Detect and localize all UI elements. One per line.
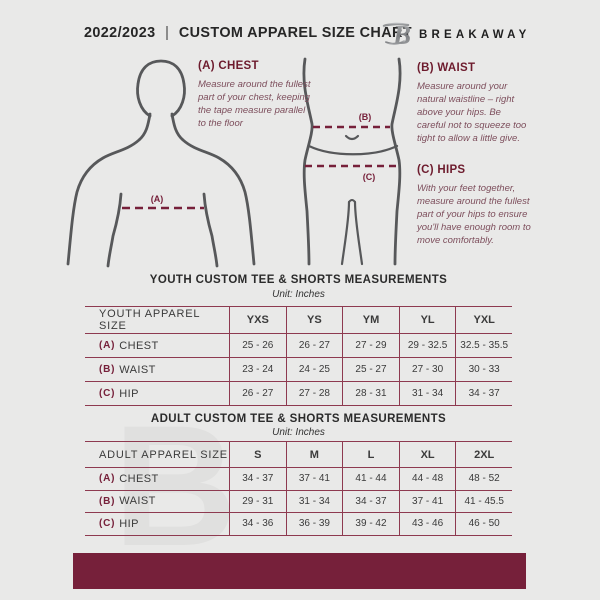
row-name: CHEST <box>119 339 159 352</box>
youth-size-table: YOUTH APPAREL SIZE YXS YS YM YL YXL (A) … <box>85 306 512 406</box>
adult-chest-row: (A) CHEST 34 - 37 37 - 41 41 - 44 44 - 4… <box>85 467 512 490</box>
breakaway-logo-icon: B <box>382 20 411 50</box>
row-prefix: (B) <box>99 495 116 507</box>
chest-heading: (A) CHEST <box>198 60 259 72</box>
table-cell: 37 - 41 <box>285 468 343 490</box>
size-header-yl: YL <box>398 307 456 333</box>
row-prefix: (C) <box>99 518 116 530</box>
table-cell: 36 - 39 <box>285 513 343 535</box>
hips-instructions: With your feet together, measure around … <box>417 183 531 247</box>
table-cell: 37 - 41 <box>398 490 456 512</box>
table-cell: 27 - 28 <box>285 382 343 405</box>
size-header-yxs: YXS <box>229 307 286 333</box>
row-name: WAIST <box>119 363 156 376</box>
row-label: (C) HIP <box>85 513 229 535</box>
adult-table-header-row: ADULT APPAREL SIZE S M L XL 2XL <box>85 441 512 467</box>
waist-hips-figure-illustration: (B) (C) <box>302 57 402 266</box>
size-header-xl: XL <box>398 442 456 467</box>
chest-note: (A) CHEST Measure around the fullest par… <box>198 60 312 130</box>
footer-accent-bar <box>73 553 526 589</box>
size-header-ys: YS <box>285 307 343 333</box>
hips-heading: (C) HIPS <box>417 164 466 176</box>
row-prefix: (A) <box>99 340 116 351</box>
table-cell: 24 - 25 <box>285 358 343 381</box>
table-cell: 30 - 33 <box>455 358 512 381</box>
table-cell: 44 - 48 <box>398 468 456 490</box>
youth-table-header-row: YOUTH APPAREL SIZE YXS YS YM YL YXL <box>85 306 512 333</box>
row-label: (A) CHEST <box>85 468 229 490</box>
hips-note: (C) HIPS With your feet together, measur… <box>417 164 537 248</box>
title-divider: | <box>165 24 170 41</box>
row-name: CHEST <box>119 472 159 485</box>
table-cell: 29 - 32.5 <box>398 334 456 357</box>
waist-heading: (B) WAIST <box>417 62 476 74</box>
row-label: (A) CHEST <box>85 334 229 357</box>
table-cell: 34 - 36 <box>229 513 286 535</box>
chest-instructions: Measure around the fullest part of your … <box>198 79 311 130</box>
table-cell: 29 - 31 <box>229 490 286 512</box>
marker-c-label: (C) <box>363 172 376 182</box>
size-header-m: M <box>285 442 343 467</box>
youth-chest-row: (A) CHEST 25 - 26 26 - 27 27 - 29 29 - 3… <box>85 333 512 357</box>
table-cell: 43 - 46 <box>398 513 456 535</box>
table-cell: 34 - 37 <box>342 490 399 512</box>
season-label: 2022/2023 <box>84 24 156 41</box>
adult-size-table: ADULT APPAREL SIZE S M L XL 2XL (A) CHES… <box>85 441 512 536</box>
logo-letter: B <box>392 20 411 50</box>
youth-section-title: YOUTH CUSTOM TEE & SHORTS MEASUREMENTS <box>149 274 448 286</box>
youth-size-column-header: YOUTH APPAREL SIZE <box>99 308 200 332</box>
brand-name: BREAKAWAY <box>419 29 531 41</box>
table-cell: 27 - 29 <box>342 334 399 357</box>
row-prefix: (A) <box>99 473 116 485</box>
waist-note: (B) WAIST Measure around your natural wa… <box>417 62 531 146</box>
size-header-l: L <box>342 442 399 467</box>
row-label: (B) WAIST <box>85 358 229 381</box>
table-cell: 48 - 52 <box>455 468 512 490</box>
table-cell: 28 - 31 <box>342 382 399 405</box>
chest-figure-illustration: (A) <box>66 59 256 268</box>
row-label: (C) HIP <box>85 382 229 405</box>
row-prefix: (C) <box>99 388 116 399</box>
row-name: HIP <box>119 387 139 400</box>
table-cell: 34 - 37 <box>229 468 286 490</box>
row-prefix: (B) <box>99 364 116 375</box>
size-header-s: S <box>229 442 286 467</box>
marker-b-label: (B) <box>359 112 372 122</box>
table-cell: 39 - 42 <box>342 513 399 535</box>
table-cell: 34 - 37 <box>455 382 512 405</box>
size-header-ym: YM <box>342 307 399 333</box>
masthead-title: 2022/2023 | CUSTOM APPAREL SIZE CHART <box>84 24 412 41</box>
adult-size-column-header: ADULT APPAREL SIZE <box>99 448 228 461</box>
row-label: (B) WAIST <box>85 491 229 513</box>
size-header-yxl: YXL <box>455 307 512 333</box>
row-name: WAIST <box>119 495 156 508</box>
table-cell: 23 - 24 <box>229 358 286 381</box>
adult-waist-row: (B) WAIST 29 - 31 31 - 34 34 - 37 37 - 4… <box>85 489 512 513</box>
table-cell: 27 - 30 <box>398 358 456 381</box>
table-cell: 25 - 27 <box>342 358 399 381</box>
background-watermark-letter: B <box>113 390 238 582</box>
table-cell: 25 - 26 <box>229 334 286 357</box>
table-cell: 26 - 27 <box>285 334 343 357</box>
youth-waist-row: (B) WAIST 23 - 24 24 - 25 25 - 27 27 - 3… <box>85 357 512 381</box>
adult-section-title: ADULT CUSTOM TEE & SHORTS MEASUREMENTS <box>150 413 447 425</box>
waist-instructions: Measure around your natural waistline – … <box>417 81 527 145</box>
table-cell: 46 - 50 <box>455 513 512 535</box>
table-cell: 41 - 45.5 <box>455 490 512 512</box>
size-header-2xl: 2XL <box>455 442 512 467</box>
page-title: CUSTOM APPAREL SIZE CHART <box>178 24 412 41</box>
youth-hip-row: (C) HIP 26 - 27 27 - 28 28 - 31 31 - 34 … <box>85 381 512 405</box>
table-cell: 26 - 27 <box>229 382 286 405</box>
row-name: HIP <box>119 517 139 530</box>
table-cell: 31 - 34 <box>285 490 343 512</box>
marker-a-label: (A) <box>151 194 164 204</box>
table-cell: 32.5 - 35.5 <box>455 334 512 357</box>
table-cell: 31 - 34 <box>398 382 456 405</box>
adult-hip-row: (C) HIP 34 - 36 36 - 39 39 - 42 43 - 46 … <box>85 512 512 535</box>
table-cell: 41 - 44 <box>342 468 399 490</box>
youth-unit-label: Unit: Inches <box>272 289 325 300</box>
adult-unit-label: Unit: Inches <box>272 427 325 438</box>
